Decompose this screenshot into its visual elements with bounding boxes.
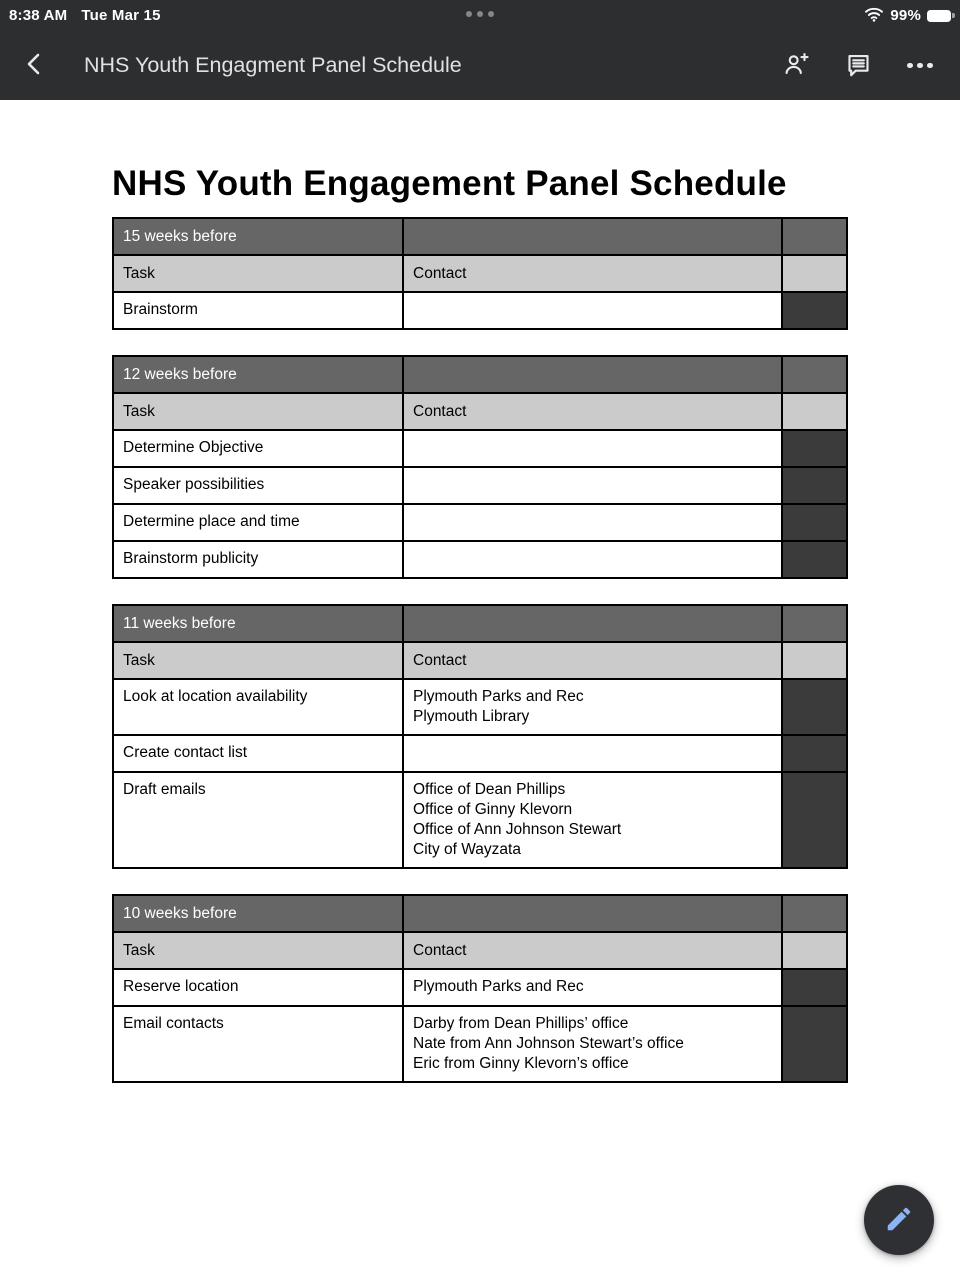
period-cell: 10 weeks before (112, 894, 404, 933)
schedule-table: 15 weeks before Task Contact Brainstorm (112, 217, 848, 330)
period-cell-blank (781, 217, 848, 256)
task-header-cell: Task (112, 254, 404, 293)
status-time: 8:38 AM (9, 7, 68, 24)
subhead-cell-blank (781, 931, 848, 970)
period-cell-blank (781, 355, 848, 394)
contact-header-cell: Contact (402, 931, 783, 970)
status-marker-cell (781, 1005, 848, 1083)
status-marker-cell (781, 466, 848, 505)
person-add-icon (783, 51, 810, 81)
document-heading: NHS Youth Engagement Panel Schedule (112, 164, 787, 203)
schedule-tables: 15 weeks before Task Contact Brainstorm 12 w… (112, 217, 848, 1083)
task-cell: Draft emails (112, 771, 404, 869)
status-bar: 8:38 AM Tue Mar 15 99% (0, 0, 960, 31)
status-marker-cell (781, 540, 848, 579)
contact-line: Nate from Ann Johnson Stewart’s office (413, 1035, 684, 1052)
comment-icon (845, 51, 872, 81)
schedule-table: 11 weeks before Task Contact Look at locati… (112, 604, 848, 869)
contact-cell: Plymouth Parks and Rec (402, 968, 783, 1007)
contact-header-cell: Contact (402, 392, 783, 431)
top-bar: 8:38 AM Tue Mar 15 99% (0, 0, 960, 100)
period-cell-blank (781, 894, 848, 933)
contact-cell (402, 734, 783, 773)
toolbar-document-title: NHS Youth Engagment Panel Schedule (84, 53, 462, 77)
task-cell: Create contact list (112, 734, 404, 773)
task-cell: Brainstorm (112, 291, 404, 330)
status-marker-cell (781, 968, 848, 1007)
schedule-table: 12 weeks before Task Contact Determine Obje… (112, 355, 848, 579)
comments-button[interactable] (844, 52, 872, 80)
contact-cell: Plymouth Parks and Rec Plymouth Library (402, 678, 783, 736)
contact-line: Eric from Ginny Klevorn’s office (413, 1055, 629, 1072)
contact-line: Darby from Dean Phillips’ office (413, 1015, 629, 1032)
contact-line: City of Wayzata (413, 841, 521, 858)
subhead-cell-blank (781, 254, 848, 293)
task-cell: Speaker possibilities (112, 466, 404, 505)
contact-line: Office of Ginny Klevorn (413, 801, 573, 818)
contact-header-cell: Contact (402, 254, 783, 293)
battery-percent: 99% (890, 7, 921, 24)
chevron-left-icon (22, 50, 46, 81)
contact-line: Plymouth Parks and Rec (413, 978, 584, 995)
task-cell: Email contacts (112, 1005, 404, 1083)
period-cell-blank (402, 217, 783, 256)
contact-cell (402, 503, 783, 542)
contact-cell (402, 466, 783, 505)
more-horizontal-icon (907, 62, 933, 69)
subhead-cell-blank (781, 641, 848, 680)
period-cell-blank (402, 604, 783, 643)
multitask-dots-icon (466, 11, 494, 17)
share-button[interactable] (782, 52, 810, 80)
task-header-cell: Task (112, 641, 404, 680)
period-cell: 12 weeks before (112, 355, 404, 394)
contact-cell: Darby from Dean Phillips’ office Nate fro… (402, 1005, 783, 1083)
contact-line: Plymouth Parks and Rec (413, 688, 584, 705)
period-cell: 11 weeks before (112, 604, 404, 643)
subhead-cell-blank (781, 392, 848, 431)
status-marker-cell (781, 429, 848, 468)
document-canvas[interactable]: NHS Youth Engagement Panel Schedule 15 w… (0, 100, 960, 1280)
task-cell: Determine place and time (112, 503, 404, 542)
period-cell-blank (781, 604, 848, 643)
app-toolbar: NHS Youth Engagment Panel Schedule (0, 31, 960, 100)
pencil-icon (884, 1204, 914, 1237)
status-marker-cell (781, 291, 848, 330)
edit-fab-button[interactable] (864, 1185, 934, 1255)
overflow-menu-button[interactable] (906, 52, 934, 80)
contact-line: Office of Ann Johnson Stewart (413, 821, 622, 838)
status-marker-cell (781, 678, 848, 736)
task-header-cell: Task (112, 931, 404, 970)
battery-icon (927, 9, 955, 22)
period-cell: 15 weeks before (112, 217, 404, 256)
contact-line: Plymouth Library (413, 708, 530, 725)
task-cell: Look at location availability (112, 678, 404, 736)
contact-cell: Office of Dean Phillips Office of Ginny K… (402, 771, 783, 869)
contact-line: Office of Dean Phillips (413, 781, 566, 798)
task-cell: Reserve location (112, 968, 404, 1007)
period-cell-blank (402, 894, 783, 933)
contact-cell (402, 429, 783, 468)
back-button[interactable] (22, 46, 58, 86)
contact-header-cell: Contact (402, 641, 783, 680)
status-date: Tue Mar 15 (81, 7, 161, 24)
status-marker-cell (781, 771, 848, 869)
period-cell-blank (402, 355, 783, 394)
schedule-table: 10 weeks before Task Contact Reserve locati… (112, 894, 848, 1083)
status-marker-cell (781, 503, 848, 542)
task-cell: Brainstorm publicity (112, 540, 404, 579)
task-header-cell: Task (112, 392, 404, 431)
status-marker-cell (781, 734, 848, 773)
wifi-icon (864, 6, 884, 26)
contact-cell (402, 540, 783, 579)
task-cell: Determine Objective (112, 429, 404, 468)
contact-cell (402, 291, 783, 330)
